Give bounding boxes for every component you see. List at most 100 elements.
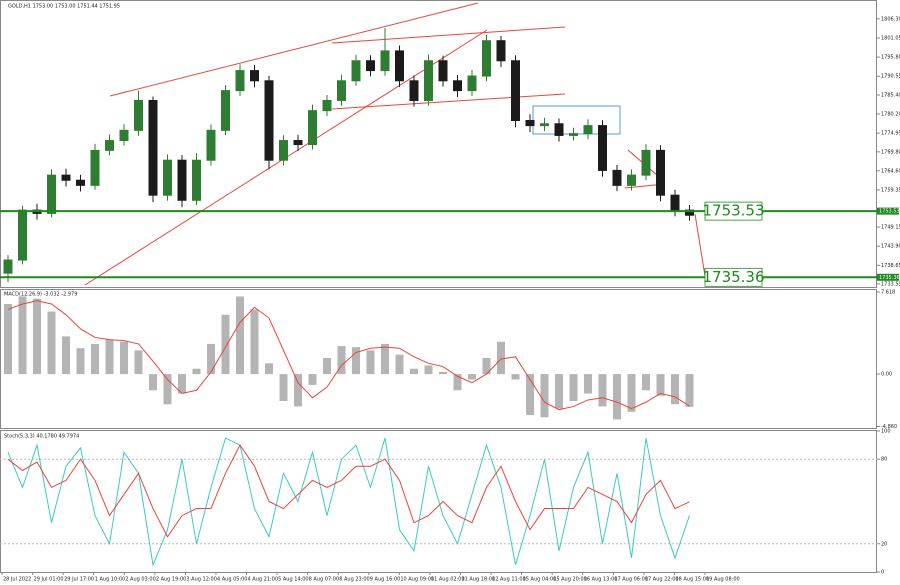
macd-bar xyxy=(265,363,273,375)
level-tag: 1753.53 xyxy=(702,202,764,220)
candle-body xyxy=(221,90,230,131)
x-tick-label: 10 Aug 09:00 xyxy=(400,577,434,583)
macd-bar xyxy=(395,354,404,375)
y-tick-label: 100 xyxy=(881,429,891,435)
projection-line xyxy=(694,213,706,277)
candle-body xyxy=(250,70,259,82)
candle-body xyxy=(119,129,129,142)
y-tick-label: 0 xyxy=(881,570,884,576)
price-tag: 1735.36 xyxy=(879,275,900,281)
main-panel xyxy=(0,0,877,288)
price-tag-box xyxy=(877,207,899,215)
x-tick-label: 16 Aug 13:00 xyxy=(584,577,618,583)
candle-body xyxy=(366,60,375,72)
y-tick-label: 1774.95 xyxy=(881,131,900,137)
y-tick-label: 1801.05 xyxy=(881,35,900,41)
y-tick-label: 1785.40 xyxy=(881,92,900,98)
x-tick-label: 19 Aug 08:00 xyxy=(706,577,740,583)
x-tick-label: 11 Aug 02:00 xyxy=(431,577,465,583)
candle-body xyxy=(76,179,85,186)
stoch-panel xyxy=(0,430,877,573)
candle-body xyxy=(656,149,665,196)
y-tick-label: 20 xyxy=(881,541,887,547)
macd-bar xyxy=(4,304,12,375)
candle-body xyxy=(163,159,172,196)
macd-bar xyxy=(120,341,128,375)
candle-body xyxy=(192,159,201,201)
macd-bar xyxy=(685,374,694,407)
macd-bar xyxy=(294,374,302,407)
x-tick-label: 3 Aug 12:00 xyxy=(186,577,217,583)
x-tick-label: 2 Aug 19:00 xyxy=(156,577,187,583)
y-tick-label: -4.860 xyxy=(881,424,897,430)
macd-bar xyxy=(540,374,549,418)
x-tick-label: 11 Aug 18:00 xyxy=(461,577,495,583)
candle-body xyxy=(482,40,491,77)
candle-body xyxy=(569,133,578,136)
x-tick-label: 5 Aug 14:00 xyxy=(278,577,309,583)
macd-bar xyxy=(584,374,592,394)
macd-bar xyxy=(410,368,418,375)
candle-body xyxy=(61,174,71,181)
macd-bar xyxy=(468,374,476,380)
macd-bar xyxy=(526,374,534,416)
trend-line xyxy=(331,26,566,44)
macd-bar xyxy=(381,343,389,375)
candle-body xyxy=(583,125,593,135)
macd-bar xyxy=(76,348,85,375)
macd-bar xyxy=(598,374,607,407)
macd-bar xyxy=(424,365,433,375)
y-tick-label: 1749.15 xyxy=(881,225,900,231)
candle-body xyxy=(206,129,216,161)
macd-bar xyxy=(192,368,201,375)
macd-title: MACD(12,26,9) -3.032 -2.979 xyxy=(4,292,77,298)
macd-bar xyxy=(279,374,288,402)
y-tick-label: 1764.60 xyxy=(881,168,900,174)
candle-body xyxy=(554,123,564,136)
macd-bar xyxy=(47,311,56,375)
y-tick-label: 1738.65 xyxy=(881,263,900,269)
y-tick-label: 1769.80 xyxy=(881,149,900,155)
x-tick-label: 17 Aug 22:00 xyxy=(645,577,679,583)
candle-body xyxy=(409,80,419,101)
macd-bar xyxy=(555,374,563,409)
macd-bar xyxy=(134,350,143,375)
macd-bar xyxy=(656,374,665,396)
x-tick-label: 9 Aug 16:00 xyxy=(370,577,401,583)
macd-bar xyxy=(642,374,650,391)
stoch-line xyxy=(7,437,690,567)
macd-bar xyxy=(62,336,70,375)
candle-body xyxy=(264,80,274,161)
y-tick-label: 0.00 xyxy=(881,372,892,378)
stoch-title: Stoch(5,3,3) 40.1780 49.7974 xyxy=(4,434,79,440)
macd-bar xyxy=(366,350,375,375)
candle-body xyxy=(90,149,100,186)
y-tick-label: 1795.80 xyxy=(881,55,900,61)
x-tick-label: 15 Aug 04:00 xyxy=(523,577,557,583)
candle-body xyxy=(322,99,332,112)
macd-bar xyxy=(482,357,491,375)
stoch-line xyxy=(7,444,690,538)
candle-body xyxy=(598,125,607,171)
candle-body xyxy=(18,209,27,261)
level-tag-box xyxy=(704,267,763,287)
candle-body xyxy=(47,174,56,214)
candle-body xyxy=(351,60,361,82)
trend-line xyxy=(109,2,479,97)
macd-bar xyxy=(91,343,99,375)
macd-bar xyxy=(439,371,447,375)
y-tick-label: 1733.55 xyxy=(881,281,900,287)
x-tick-label: 12 Aug 11:00 xyxy=(492,577,526,583)
candle-body xyxy=(3,259,13,274)
level-tag: 1735.36 xyxy=(702,268,764,286)
y-tick-label: 1780.20 xyxy=(881,111,900,117)
candle-body xyxy=(496,40,506,62)
x-tick-label: 8 Aug 07:00 xyxy=(309,577,340,583)
x-tick-label: 4 Aug 05:00 xyxy=(217,577,248,583)
candle-body xyxy=(134,99,143,131)
candle-body xyxy=(438,60,448,82)
candle-body xyxy=(105,140,114,151)
candle-body xyxy=(612,169,622,186)
